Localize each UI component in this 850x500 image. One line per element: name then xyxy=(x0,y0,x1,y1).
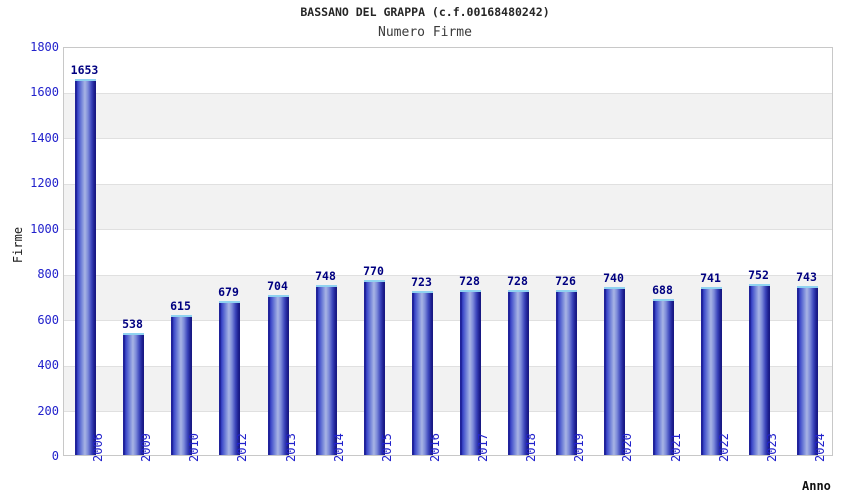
y-axis-label: Firme xyxy=(11,226,25,264)
bar-value-label: 741 xyxy=(700,270,721,285)
bar-value-label: 743 xyxy=(796,270,817,285)
grid-band xyxy=(64,184,832,230)
plot-area xyxy=(63,47,833,456)
bar-value-label: 726 xyxy=(555,274,576,289)
x-axis-tick-label: 2020 xyxy=(619,433,634,462)
y-axis-tick-label: 800 xyxy=(37,267,59,282)
bar-value-label: 740 xyxy=(603,270,624,285)
bar[interactable] xyxy=(604,286,625,455)
y-axis-tick-label: 0 xyxy=(51,449,59,463)
y-axis-tick-label: 1800 xyxy=(30,40,59,54)
bar[interactable] xyxy=(268,295,289,455)
bar-value-label: 615 xyxy=(170,299,191,314)
bar-value-label: 728 xyxy=(507,273,528,288)
bar-value-label: 752 xyxy=(748,268,769,283)
x-axis-tick-label: 2018 xyxy=(523,433,538,462)
y-axis-tick-label: 1400 xyxy=(30,130,59,145)
bar[interactable] xyxy=(701,286,722,455)
x-axis-tick-label: 2021 xyxy=(668,433,683,462)
bar-value-label: 679 xyxy=(218,284,239,299)
bar[interactable] xyxy=(364,280,385,455)
x-axis-tick-label: 2014 xyxy=(331,433,346,462)
bar-value-label: 723 xyxy=(411,274,432,289)
y-axis-tick-label: 400 xyxy=(37,358,59,373)
y-axis-tick-label: 200 xyxy=(37,403,59,418)
x-axis-tick-label: 2023 xyxy=(764,433,779,462)
bar-value-label: 704 xyxy=(267,279,288,294)
bar[interactable] xyxy=(123,332,144,455)
x-axis-tick-label: 2024 xyxy=(812,433,827,462)
x-axis-tick-label: 2006 xyxy=(90,433,105,462)
y-axis-tick-label: 1000 xyxy=(30,221,59,236)
bar-value-label: 688 xyxy=(652,282,673,297)
bar[interactable] xyxy=(171,315,192,455)
y-axis-tick-label: 600 xyxy=(37,312,59,327)
x-axis-tick-label: 2019 xyxy=(571,433,586,462)
x-axis-tick-label: 2010 xyxy=(186,433,201,462)
chart-title: BASSANO DEL GRAPPA (c.f.00168480242) xyxy=(300,5,550,19)
x-axis-tick-label: 2022 xyxy=(716,433,731,462)
bar-value-label: 748 xyxy=(315,269,336,284)
bar-value-label: 538 xyxy=(122,316,143,331)
bar[interactable] xyxy=(653,298,674,455)
x-axis-tick-label: 2012 xyxy=(234,433,249,462)
bar[interactable] xyxy=(75,79,96,455)
chart-subtitle: Numero Firme xyxy=(378,25,472,40)
grid-band xyxy=(64,93,832,139)
x-axis-tick-label: 2015 xyxy=(379,433,394,462)
bar[interactable] xyxy=(460,289,481,455)
bar[interactable] xyxy=(797,286,818,455)
bar-value-label: 728 xyxy=(459,273,480,288)
bar[interactable] xyxy=(749,284,770,455)
bar[interactable] xyxy=(412,290,433,455)
x-axis-tick-label: 2013 xyxy=(283,433,298,462)
x-axis-tick-label: 2017 xyxy=(475,433,490,462)
bar[interactable] xyxy=(556,290,577,455)
bar-value-label: 770 xyxy=(363,264,384,279)
y-axis-tick-label: 1200 xyxy=(30,176,59,191)
x-axis-tick-label: 2016 xyxy=(427,433,442,462)
y-axis-ticks: 1800 1600 1400 1200 1000 800 600 400 200 0 xyxy=(0,0,59,500)
y-axis-tick-label: 1600 xyxy=(30,85,59,100)
bar[interactable] xyxy=(508,289,529,455)
x-axis-label: Anno xyxy=(802,479,831,493)
bar-value-label: 1653 xyxy=(70,63,99,78)
bar[interactable] xyxy=(316,285,337,455)
bar[interactable] xyxy=(219,300,240,455)
x-axis-tick-label: 2009 xyxy=(138,433,153,462)
